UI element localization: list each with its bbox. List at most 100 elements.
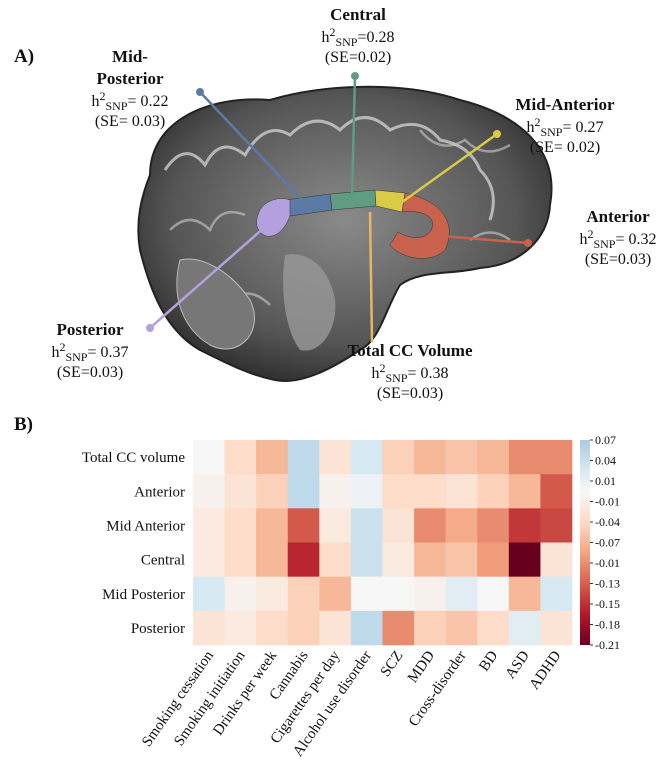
h-sub: SNP — [593, 237, 615, 251]
heat-cell — [225, 577, 257, 611]
figure: A) Mid-Posteriorh2SNP= 0.22(SE= 0.03)Cen… — [0, 0, 662, 767]
heat-cell — [193, 440, 225, 474]
colorbar-tick-label: -0.01 — [595, 556, 620, 570]
h-symbol: h — [371, 365, 379, 382]
heat-cell — [540, 508, 572, 542]
colorbar-tick-label: -0.21 — [595, 638, 620, 652]
h-sub: SNP — [105, 99, 127, 113]
heat-cell — [540, 577, 572, 611]
heat-cell — [414, 440, 446, 474]
heat-cell — [540, 543, 572, 577]
heat-cell — [446, 508, 478, 542]
heat-cell — [540, 474, 572, 508]
colorbar-tick-label: -0.04 — [595, 515, 620, 529]
leader-dot — [493, 130, 501, 138]
heat-cell — [383, 474, 415, 508]
h-sub: SNP — [385, 371, 407, 385]
standard-error: (SE=0.03) — [377, 385, 443, 402]
region-name: Total CC Volume — [347, 341, 472, 360]
heat-cell — [256, 577, 288, 611]
heat-cell — [288, 508, 320, 542]
h-sub: SNP — [540, 125, 562, 139]
row-label: Total CC volume — [82, 450, 185, 466]
leader-dot — [351, 72, 359, 80]
h2-value: = 0.22 — [127, 93, 168, 110]
heat-cell — [256, 543, 288, 577]
heat-cell — [414, 508, 446, 542]
h2-value: = 0.32 — [615, 231, 656, 248]
heat-cell — [193, 611, 225, 645]
heat-cell — [225, 611, 257, 645]
h-symbol: h — [91, 93, 99, 110]
h2-value: = 0.37 — [87, 344, 128, 361]
heat-cell — [351, 543, 383, 577]
region-name: Central — [330, 5, 386, 24]
heat-cell — [351, 577, 383, 611]
panel-label: A) — [14, 46, 34, 67]
row-label: Mid Anterior — [106, 518, 185, 534]
heat-cell — [288, 474, 320, 508]
heritability: h2SNP=0.28 — [321, 25, 394, 49]
column-label: ASD — [503, 648, 533, 682]
heat-cell — [477, 543, 509, 577]
leader-dot — [146, 324, 154, 332]
heat-cell — [319, 474, 351, 508]
heat-cell — [383, 440, 415, 474]
heat-cell — [225, 474, 257, 508]
heat-cell — [351, 474, 383, 508]
heat-cell — [509, 543, 541, 577]
column-label: ADHD — [527, 648, 565, 693]
heat-cell — [509, 577, 541, 611]
heat-cell — [414, 474, 446, 508]
heat-cell — [446, 577, 478, 611]
heat-cell — [225, 543, 257, 577]
heat-cell — [193, 577, 225, 611]
h-sub: SNP — [335, 35, 357, 49]
heat-cell — [446, 611, 478, 645]
heat-cell — [351, 611, 383, 645]
standard-error: (SE= 0.03) — [95, 113, 165, 130]
region-name: Posterior — [96, 69, 163, 88]
leader-dot — [196, 88, 204, 96]
standard-error: (SE=0.03) — [57, 364, 123, 381]
panel-label: B) — [14, 414, 33, 435]
heat-cell — [509, 440, 541, 474]
heat-cell — [288, 611, 320, 645]
colorbar-tick-label: -0.01 — [595, 495, 620, 509]
h2-value: = 0.38 — [407, 365, 448, 382]
heat-cell — [319, 508, 351, 542]
heat-cell — [319, 440, 351, 474]
heritability: h2SNP= 0.32 — [579, 227, 656, 251]
heat-cell — [383, 577, 415, 611]
heat-cell — [540, 611, 572, 645]
heritability: h2SNP= 0.37 — [51, 340, 128, 364]
heat-cell — [225, 508, 257, 542]
region-name: Mid- — [112, 47, 148, 66]
heat-cell — [256, 474, 288, 508]
heat-cell — [288, 543, 320, 577]
heat-cell — [319, 577, 351, 611]
heat-cell — [383, 611, 415, 645]
heat-cell — [193, 508, 225, 542]
heat-cell — [383, 508, 415, 542]
region-name: Posterior — [56, 320, 123, 339]
heat-cell — [477, 508, 509, 542]
heat-cell — [351, 508, 383, 542]
heat-cell — [477, 577, 509, 611]
colorbar-tick-label: -0.07 — [595, 536, 620, 550]
colorbar-tick-label: 0.07 — [595, 433, 616, 447]
column-label: BD — [476, 648, 501, 674]
heat-cell — [288, 440, 320, 474]
heat-cell — [446, 440, 478, 474]
heat-cell — [414, 611, 446, 645]
heat-cell — [509, 474, 541, 508]
heritability: h2SNP= 0.22 — [91, 89, 168, 113]
colorbar-tick-label: -0.18 — [595, 618, 620, 632]
standard-error: (SE=0.02) — [325, 49, 391, 66]
heat-cell — [193, 474, 225, 508]
heat-cell — [446, 474, 478, 508]
h-sub: SNP — [65, 350, 87, 364]
heat-cell — [383, 543, 415, 577]
heat-cell — [256, 508, 288, 542]
heat-cell — [319, 543, 351, 577]
